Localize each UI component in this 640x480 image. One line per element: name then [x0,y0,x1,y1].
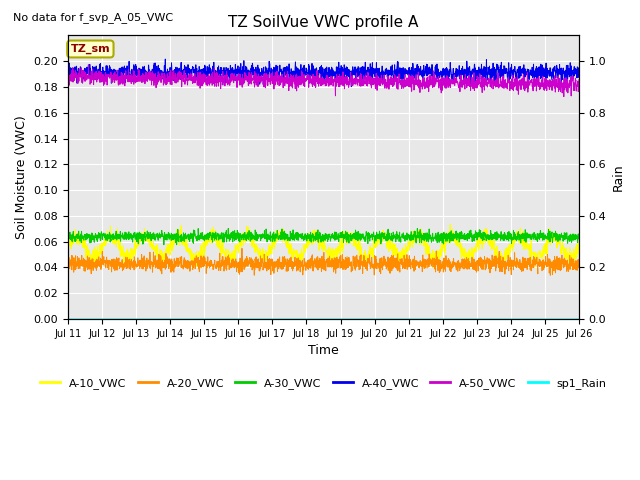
Y-axis label: Soil Moisture (VWC): Soil Moisture (VWC) [15,115,28,239]
X-axis label: Time: Time [308,344,339,357]
Y-axis label: Rain: Rain [612,163,625,191]
Title: TZ SoilVue VWC profile A: TZ SoilVue VWC profile A [228,15,419,30]
Legend: A-10_VWC, A-20_VWC, A-30_VWC, A-40_VWC, A-50_VWC, sp1_Rain: A-10_VWC, A-20_VWC, A-30_VWC, A-40_VWC, … [36,373,611,393]
Text: No data for f_svp_A_05_VWC: No data for f_svp_A_05_VWC [13,12,173,23]
Text: TZ_sm: TZ_sm [70,44,110,54]
